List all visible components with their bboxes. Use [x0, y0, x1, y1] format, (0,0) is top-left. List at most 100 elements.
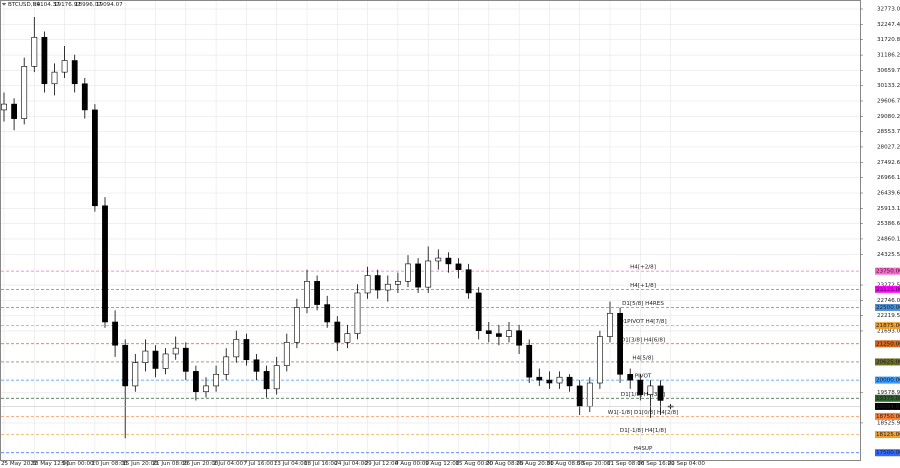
y-tick-label: 24325.50	[877, 252, 900, 258]
candle-body	[586, 382, 593, 407]
level-badge	[875, 322, 900, 330]
x-tick-label: 21 Jun 08:00	[153, 461, 189, 467]
level-badge	[875, 285, 900, 293]
candle-body	[425, 260, 432, 288]
y-tick-label: 23272.50	[877, 283, 900, 289]
y-tick-label: 29080.20	[877, 114, 900, 120]
level-badge	[875, 303, 900, 311]
y-tick-label: 31720.80	[877, 37, 900, 43]
candle-body	[435, 257, 442, 262]
candle-body	[31, 36, 38, 67]
candle-body	[475, 292, 482, 332]
y-tick-label: 22746.00	[877, 298, 900, 304]
candle-body	[213, 373, 219, 387]
level-name: W1[-1/8] D1[0/8] H4[2/8]	[608, 410, 678, 416]
candle-body	[566, 376, 573, 387]
x-tick-label: 5 Sep 20:00	[577, 461, 611, 467]
candle-body	[374, 275, 381, 291]
candle-body	[273, 365, 280, 390]
candle-body	[102, 205, 108, 323]
y-tick-label: 31186.20	[877, 53, 900, 59]
candle-body	[71, 60, 78, 85]
candle-body	[293, 307, 300, 343]
level-badge	[875, 449, 900, 457]
x-tick-label: 29 Jul 12:00	[365, 461, 399, 467]
level-badge	[875, 376, 900, 384]
header: BTCUSD,H4 19104.37 19176.97 18996.07 190…	[8, 2, 123, 8]
level-badge-label: 20625.00	[876, 359, 900, 365]
y-tick-label: 30133.20	[877, 83, 900, 89]
candle-body	[51, 71, 58, 85]
level-name: D1PIVOT H4[7/8]	[619, 319, 666, 325]
candle-body	[132, 362, 139, 387]
candle-body	[596, 336, 603, 384]
ohlc-close: 19094.07	[96, 2, 123, 8]
x-tick-label: 7 Jul 16:00	[243, 461, 273, 467]
y-tick-label: 32247.40	[877, 22, 900, 28]
level-name: H4[+1/8]	[630, 283, 656, 289]
level-badge-label: 21875.00	[876, 323, 900, 329]
level-badge	[875, 340, 900, 348]
candle-body	[546, 379, 553, 384]
y-tick-label: 21693.00	[877, 328, 900, 334]
candle-body	[172, 347, 179, 355]
level-badge	[875, 358, 900, 366]
candle-body	[162, 353, 169, 369]
candle-body	[485, 330, 492, 334]
level-name: D1[3/8] H4[6/8]	[621, 337, 665, 343]
candle-body	[81, 83, 88, 111]
x-tick-label: 18 Jul 16:00	[304, 461, 338, 467]
candle-body	[526, 344, 533, 378]
candle-body	[182, 347, 189, 372]
x-tick-label: 15 Jun 20:00	[122, 461, 158, 467]
x-tick-label: 16 Sep 16:00	[637, 461, 675, 467]
ohlc-open: 19104.37	[33, 2, 60, 8]
y-tick-label: 25386.60	[877, 221, 900, 227]
y-tick-label: 22219.50	[877, 313, 900, 319]
level-badge-label: 18750.00	[876, 414, 900, 420]
ohlc-low: 18996.07	[75, 2, 102, 8]
candle-body	[61, 60, 68, 73]
level-badge-label: 23125.00	[876, 287, 900, 293]
plot-frame	[0, 0, 861, 461]
chart-title: BTCUSD,H4	[8, 2, 41, 8]
x-tick-label: 2 Jul 04:00	[213, 461, 243, 467]
candle-body	[556, 376, 563, 384]
candle-body	[243, 339, 250, 361]
candle-body	[627, 373, 634, 381]
y-tick-label: 28553.70	[877, 129, 900, 135]
candle-body	[617, 312, 623, 375]
x-tick-label: 20 Aug 08:00	[486, 461, 524, 467]
x-tick-label: 5 Jun 00:00	[62, 461, 94, 467]
x-tick-label: 4 Aug 00:00	[395, 461, 430, 467]
candle-body	[364, 275, 371, 294]
candle-body	[203, 385, 209, 393]
y-tick-label: 18525.90	[877, 420, 900, 426]
candle-body	[384, 283, 391, 291]
candle-body	[415, 263, 421, 288]
x-tick-label: 22 Sep 04:00	[668, 461, 706, 467]
candle-body	[405, 263, 411, 282]
candle-body	[344, 333, 351, 343]
candle-body	[657, 385, 664, 401]
candle-body	[253, 359, 260, 372]
candle-body	[354, 292, 361, 334]
y-tick-label: 30659.70	[877, 68, 900, 74]
candle-body	[495, 333, 502, 337]
y-tick-label: 28027.20	[877, 144, 900, 150]
candle-body	[334, 321, 341, 343]
level-badge-label: 21250.00	[876, 341, 900, 347]
candle-body	[647, 385, 654, 395]
x-tick-label: 24 Jul 04:00	[334, 461, 368, 467]
candle-body	[263, 371, 270, 390]
level-badge-label: 17500.00	[876, 450, 900, 456]
candle-body	[314, 281, 320, 305]
y-tick-label: 25913.10	[877, 206, 900, 212]
x-tick-label: 10 Jun 08:00	[92, 461, 128, 467]
x-tick-label: 25 May 2022	[1, 461, 37, 467]
level-badge-label: 20000.00	[876, 378, 900, 384]
candle-body	[536, 376, 543, 381]
candle-body	[455, 263, 462, 271]
candle-body	[152, 350, 159, 369]
